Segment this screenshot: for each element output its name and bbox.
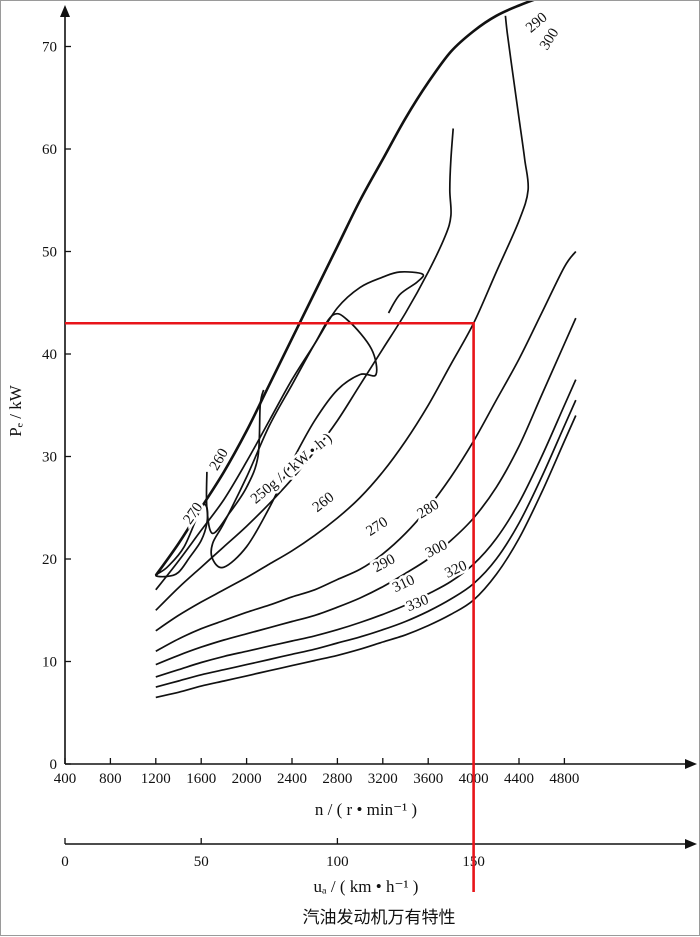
- x-tick-label: 1600: [186, 771, 216, 787]
- x-axis-arrow: [685, 759, 697, 769]
- contours: [154, 15, 577, 699]
- contour-line: [205, 389, 265, 535]
- figure-caption: 汽油发动机万有特性: [303, 908, 456, 928]
- speed-axis-arrow: [685, 839, 697, 849]
- x-tick-label: 2400: [277, 771, 307, 787]
- x-tick-label: 400: [54, 771, 77, 787]
- operating-point-marker: [65, 321, 475, 892]
- contour-label: 290: [371, 551, 398, 576]
- contour-line: [155, 271, 425, 591]
- contour-line: [210, 312, 378, 569]
- contour-line: [154, 503, 209, 578]
- operating-point-line: [65, 321, 475, 892]
- y-tick-label: 40: [42, 347, 57, 363]
- speed-axis-label: uₐ / ( km • h⁻¹ ): [314, 877, 419, 896]
- contour-label: 320: [442, 558, 469, 582]
- y-tick-label: 0: [50, 757, 58, 773]
- contour-line: [155, 128, 455, 611]
- x-tick-label: 3600: [413, 771, 443, 787]
- speed-tick-label: 100: [326, 854, 349, 870]
- axes: [60, 5, 697, 849]
- speed-tick-label: 50: [194, 854, 209, 870]
- x-tick-label: 3200: [368, 771, 398, 787]
- contour-label: 260: [310, 489, 338, 515]
- y-tick-label: 50: [42, 245, 57, 261]
- full-load-envelope: [154, 1, 535, 577]
- y-ticks: 0 10 20 30 40 50 60 70: [42, 40, 71, 773]
- contour-label: 300: [423, 537, 450, 561]
- y-axis-arrow: [60, 5, 70, 17]
- y-tick-label: 60: [42, 142, 57, 158]
- contour-line: [155, 379, 577, 678]
- y-axis-label: Pₑ / kW: [6, 384, 25, 437]
- x-tick-label: 2000: [232, 771, 262, 787]
- x-ticks: 400 800 1200 1600 2000 2400 2800 3200 3600 4000 44…: [54, 758, 579, 787]
- contour-line: [155, 250, 577, 653]
- x-tick-label: 1200: [141, 771, 171, 787]
- y-tick-label: 30: [42, 450, 57, 466]
- contour-line: [155, 399, 577, 688]
- speed-ticks: 0 50 100 150: [61, 838, 485, 870]
- x-tick-label: 2800: [322, 771, 352, 787]
- x-axis-label: n / ( r • min⁻¹ ): [315, 800, 417, 819]
- x-tick-label: 4800: [549, 771, 579, 787]
- y-tick-label: 70: [42, 40, 57, 56]
- contour-label: 270: [363, 514, 391, 540]
- contour-line: [155, 15, 530, 632]
- y-tick-label: 20: [42, 552, 57, 568]
- contour-line: [155, 415, 577, 699]
- speed-tick-label: 0: [61, 854, 69, 870]
- contour-label: 260: [207, 446, 232, 473]
- contour-line: [155, 317, 577, 666]
- x-tick-label: 800: [99, 771, 122, 787]
- y-tick-label: 10: [42, 655, 57, 671]
- x-tick-label: 4400: [504, 771, 534, 787]
- contour-label: 310: [390, 572, 417, 596]
